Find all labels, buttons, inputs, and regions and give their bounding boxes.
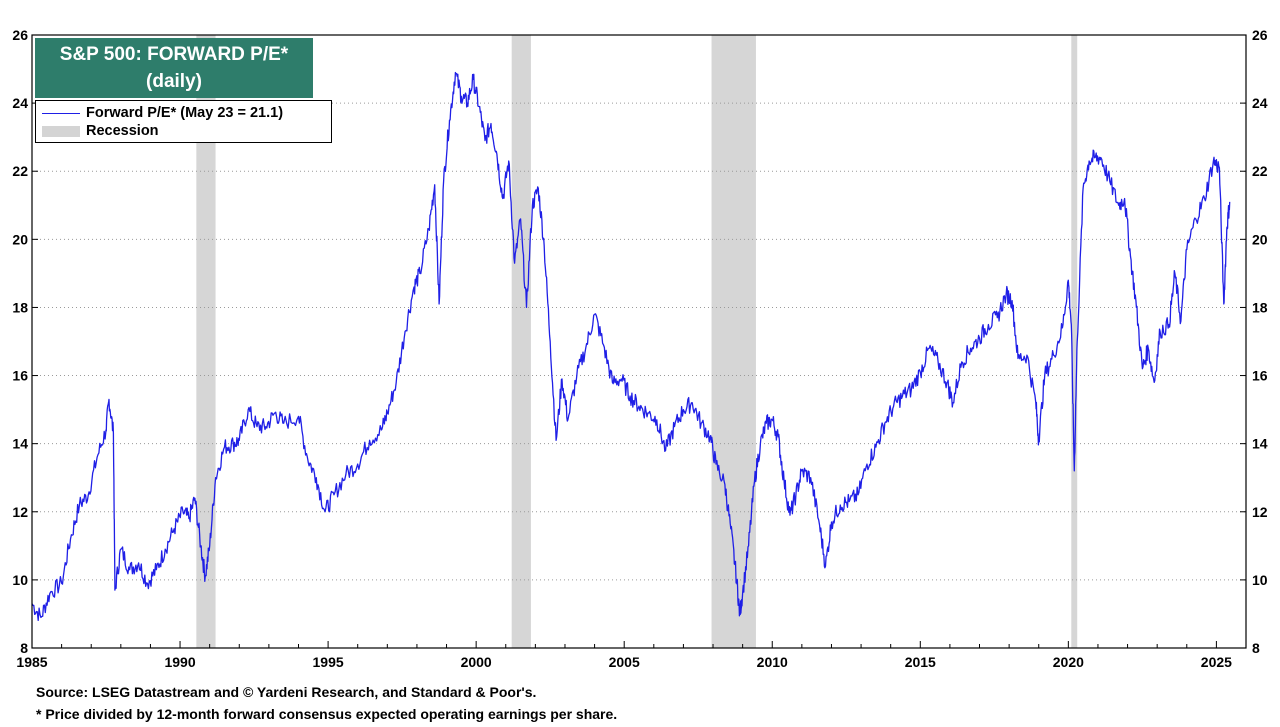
x-tick-label-2000: 2000 (461, 654, 492, 670)
y-tick-label-right-16: 16 (1252, 368, 1268, 384)
y-tick-label-right-18: 18 (1252, 299, 1268, 315)
y-tick-label-right-10: 10 (1252, 572, 1268, 588)
legend-item-series: Forward P/E* (May 23 = 21.1) (42, 104, 283, 122)
series-layer (31, 71, 1231, 622)
plot-frame (31, 34, 1247, 649)
y-tick-label-left-14: 14 (12, 436, 28, 452)
x-tick-label-2020: 2020 (1053, 654, 1084, 670)
chart-subtitle: (daily) (146, 71, 202, 92)
x-tick-label-2015: 2015 (905, 654, 936, 670)
legend-recession-swatch (42, 125, 80, 137)
x-tick-label-2025: 2025 (1201, 654, 1232, 670)
y-tick-label-left-10: 10 (12, 572, 28, 588)
x-tick-label-1985: 1985 (16, 654, 47, 670)
ticks (31, 34, 1247, 649)
y-tick-label-left-12: 12 (12, 504, 28, 520)
series-line-0 (31, 71, 1231, 622)
y-tick-label-right-20: 20 (1252, 231, 1268, 247)
y-tick-label-left-16: 16 (12, 368, 28, 384)
y-tick-label-right-26: 26 (1252, 27, 1268, 43)
y-tick-label-left-18: 18 (12, 299, 28, 315)
y-tick-label-left-26: 26 (12, 27, 28, 43)
legend-recession-label: Recession (86, 123, 159, 139)
legend-line-swatch (42, 112, 80, 114)
chart-title-box: S&P 500: FORWARD P/E* (daily) (35, 38, 313, 98)
y-tick-label-right-8: 8 (1252, 640, 1260, 656)
x-tick-label-2010: 2010 (757, 654, 788, 670)
y-tick-label-left-20: 20 (12, 231, 28, 247)
recession-band-1 (511, 35, 531, 648)
source-note: Source: LSEG Datastream and © Yardeni Re… (36, 684, 537, 700)
y-tick-label-right-24: 24 (1252, 95, 1268, 111)
legend-item-recession: Recession (42, 122, 159, 140)
legend: Forward P/E* (May 23 = 21.1) Recession (35, 100, 332, 143)
y-tick-label-right-14: 14 (1252, 436, 1268, 452)
x-tick-label-2005: 2005 (609, 654, 640, 670)
y-tick-label-left-24: 24 (12, 95, 28, 111)
definition-note: * Price divided by 12-month forward cons… (36, 706, 618, 722)
x-tick-label-1995: 1995 (313, 654, 344, 670)
y-tick-label-left-8: 8 (20, 640, 28, 656)
recession-band-0 (196, 35, 216, 648)
recession-band-3 (1071, 35, 1078, 648)
chart-title: S&P 500: FORWARD P/E* (59, 44, 289, 65)
y-tick-label-right-22: 22 (1252, 163, 1268, 179)
x-tick-label-1990: 1990 (164, 654, 195, 670)
y-tick-label-left-22: 22 (12, 163, 28, 179)
legend-series-label: Forward P/E* (May 23 = 21.1) (86, 105, 284, 121)
y-tick-label-right-12: 12 (1252, 504, 1268, 520)
